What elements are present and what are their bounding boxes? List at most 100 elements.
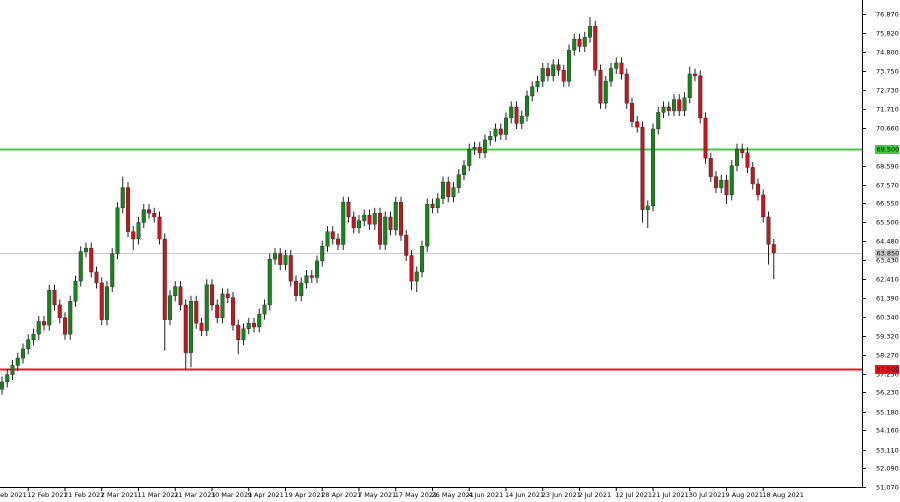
candle-body: [614, 62, 619, 69]
candle-body: [509, 106, 514, 119]
candle-body: [399, 202, 404, 236]
candle-body: [378, 213, 383, 245]
y-tick-label: 62.410: [876, 276, 899, 284]
candle-body: [194, 301, 199, 324]
y-tick-label: 51.070: [876, 484, 899, 492]
candle-body: [677, 99, 682, 111]
x-tick-label: 17 May 2021: [395, 491, 437, 499]
candle-body: [110, 253, 115, 287]
candle-body: [588, 26, 593, 38]
candle-body: [141, 209, 146, 223]
x-tick-label: 30 Jul 2021: [689, 491, 726, 499]
candle-body: [367, 214, 372, 225]
x-tick-label: 28 Apr 2021: [321, 491, 361, 499]
candle-body: [404, 235, 409, 256]
candle-body: [467, 148, 472, 166]
y-tick-label: 74.800: [876, 49, 899, 57]
x-tick-label: 7 May 2021: [358, 491, 396, 499]
candle-body: [63, 317, 68, 335]
level-label-box: [875, 365, 899, 374]
candle-body: [199, 323, 204, 331]
candle-body: [598, 70, 603, 104]
x-tick-label: 26 May 2021: [432, 491, 474, 499]
candle-body: [36, 321, 41, 335]
candle-body: [666, 106, 671, 111]
candle-body: [514, 106, 519, 124]
candle-body: [766, 216, 771, 245]
candle-body: [708, 158, 713, 177]
candle-body: [724, 180, 729, 196]
y-tick-label: 55.180: [876, 409, 899, 417]
candle-body: [483, 139, 488, 153]
y-tick-label: 61.390: [876, 295, 899, 303]
candle-body: [230, 297, 235, 326]
candle-body: [315, 260, 320, 278]
candle-body: [120, 187, 125, 208]
candle-body: [220, 293, 225, 318]
candle-body: [535, 81, 540, 87]
candle-body: [273, 253, 278, 260]
candle-body: [204, 284, 209, 331]
candle-body: [0, 381, 4, 390]
candle-body: [15, 357, 20, 366]
level-label-box: [875, 145, 899, 154]
candle-body: [572, 38, 577, 51]
candle-body: [125, 187, 130, 232]
candle-body: [99, 282, 104, 320]
candle-body: [152, 213, 157, 218]
candle-body: [68, 301, 73, 335]
candle-body: [567, 49, 572, 82]
y-tick-label: 59.320: [876, 333, 899, 341]
candle-body: [498, 128, 503, 135]
candle-body: [546, 68, 551, 76]
y-tick-label: 76.870: [876, 11, 899, 19]
candle-body: [47, 290, 52, 326]
candle-body: [304, 275, 309, 284]
candle-body: [693, 73, 698, 76]
y-tick-label: 65.500: [876, 219, 899, 227]
candle-body: [582, 37, 587, 47]
candle-body: [236, 324, 241, 340]
candle-body: [357, 220, 362, 229]
y-tick-label: 58.270: [876, 352, 899, 360]
candle-body: [309, 275, 314, 278]
candle-body: [451, 187, 456, 197]
x-tick-label: 21 Feb 2021: [64, 491, 104, 499]
candle-body: [136, 222, 141, 240]
candle-body: [251, 323, 256, 328]
candle-body: [682, 97, 687, 111]
candle-body: [414, 271, 419, 282]
level-label: 63.850: [877, 250, 900, 258]
candle-body: [346, 202, 351, 218]
candle-body: [83, 247, 88, 252]
candle-body: [388, 216, 393, 230]
x-tick-label: 9 Aug 2021: [726, 491, 764, 499]
candle-body: [294, 280, 299, 296]
x-tick-label: 30 Mar 2021: [211, 491, 252, 499]
candle-body: [104, 286, 109, 320]
candle-body: [446, 181, 451, 197]
candle-body: [393, 202, 398, 230]
candle-body: [362, 214, 367, 221]
candle-body: [10, 365, 15, 375]
y-tick-label: 66.550: [876, 200, 899, 208]
candle-body: [645, 205, 650, 210]
candle-body: [78, 251, 83, 282]
y-tick-label: 67.570: [876, 182, 899, 190]
candle-body: [687, 73, 692, 98]
candle-body: [167, 295, 172, 320]
candle-body: [525, 95, 530, 117]
candle-body: [603, 81, 608, 104]
candle-body: [425, 203, 430, 247]
level-label-box: [875, 249, 899, 258]
y-tick-label: 72.730: [876, 87, 899, 95]
x-tick-label: 19 Apr 2021: [285, 491, 325, 499]
candle-body: [31, 334, 36, 340]
candle-body: [756, 183, 761, 196]
x-tick-label: 9 Apr 2021: [248, 491, 284, 499]
x-tick-label: 11 Mar 2021: [138, 491, 179, 499]
candle-body: [456, 174, 461, 188]
candle-body: [94, 271, 99, 284]
